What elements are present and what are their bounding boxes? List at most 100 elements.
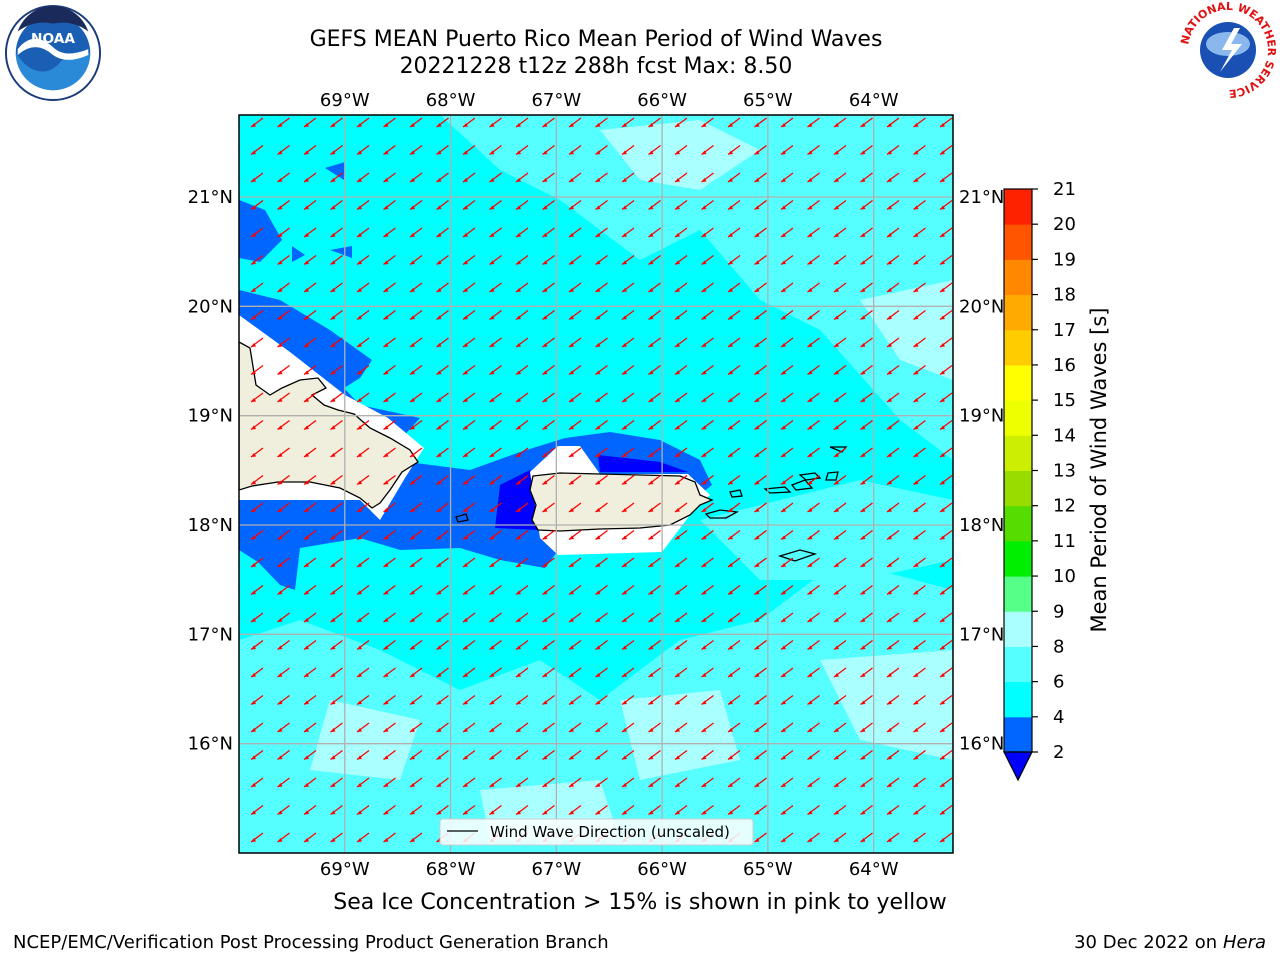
wave-direction-arrow: [303, 639, 317, 651]
wave-direction-arrow: [595, 117, 608, 128]
wave-direction-arrow: [436, 392, 449, 403]
wave-direction-arrow: [303, 667, 317, 678]
wave-direction-arrow: [277, 447, 290, 458]
wave-direction-arrow: [489, 309, 502, 321]
wave-direction-arrow: [303, 282, 317, 293]
wave-direction-arrow: [674, 392, 688, 403]
footer-date-text: 30 Dec 2022 on: [1074, 932, 1218, 953]
wave-direction-arrow: [833, 419, 847, 431]
wave-direction-arrow: [250, 639, 264, 651]
wave-direction-arrow: [489, 722, 502, 733]
wave-direction-arrow: [701, 117, 714, 128]
wave-direction-arrow: [383, 557, 396, 568]
wave-direction-arrow: [727, 227, 741, 238]
wave-direction-arrow: [860, 392, 873, 403]
wave-direction-arrow: [250, 474, 264, 486]
wave-direction-arrow: [939, 529, 953, 541]
wave-direction-arrow: [436, 199, 449, 211]
wave-direction-arrow: [648, 777, 661, 788]
wave-direction-arrow: [754, 364, 767, 376]
wave-direction-arrow: [409, 722, 423, 733]
wave-direction-arrow: [886, 529, 900, 541]
wave-direction-arrow: [568, 227, 582, 238]
lat-tick-label-left: 20°N: [188, 296, 233, 317]
wave-direction-arrow: [356, 172, 370, 183]
wave-direction-arrow: [886, 694, 900, 706]
wave-direction-arrow: [383, 144, 396, 156]
wave-direction-arrow: [754, 227, 767, 238]
wave-direction-arrow: [462, 502, 476, 513]
lon-tick-label-top: 64°W: [849, 90, 899, 111]
wave-direction-arrow: [860, 364, 873, 376]
wave-direction-arrow: [595, 502, 608, 513]
wave-direction-arrow: [436, 447, 449, 458]
wave-direction-arrow: [913, 749, 926, 761]
wave-direction-arrow: [250, 832, 264, 843]
wave-direction-arrow: [621, 639, 635, 651]
wave-direction-arrow: [754, 804, 767, 816]
wave-direction-arrow: [277, 667, 290, 678]
wave-direction-arrow: [277, 804, 290, 816]
wave-direction-arrow: [595, 199, 608, 211]
wave-direction-arrow: [648, 749, 661, 761]
wave-direction-arrow: [701, 364, 714, 376]
wave-direction-arrow: [754, 557, 767, 568]
wave-direction-arrow: [754, 199, 767, 211]
wave-direction-arrow: [833, 722, 847, 733]
wave-direction-arrow: [833, 172, 847, 183]
wave-direction-arrow: [330, 502, 343, 513]
wave-direction-arrow: [833, 392, 847, 403]
wave-direction-arrow: [833, 667, 847, 678]
wave-direction-arrow: [542, 172, 555, 183]
lon-tick-label-bottom: 69°W: [320, 859, 370, 880]
wave-direction-arrow: [250, 117, 264, 128]
wave-direction-arrow: [330, 337, 343, 348]
wave-direction-arrow: [621, 804, 635, 816]
wave-direction-arrow: [648, 694, 661, 706]
colorbar-tick-label: 13: [1053, 461, 1076, 482]
wave-direction-arrow: [754, 392, 767, 403]
wave-direction-arrow: [356, 117, 370, 128]
wave-direction-arrow: [462, 557, 476, 568]
wave-direction-arrow: [780, 227, 794, 238]
wave-direction-arrow: [462, 447, 476, 458]
wave-direction-arrow: [462, 117, 476, 128]
lon-tick-label-top: 69°W: [320, 90, 370, 111]
wave-direction-arrow: [780, 777, 794, 788]
wave-direction-arrow: [674, 584, 688, 596]
wave-direction-arrow: [568, 172, 582, 183]
wave-direction-arrow: [303, 144, 317, 156]
wave-direction-arrow: [886, 309, 900, 321]
wave-direction-arrow: [277, 282, 290, 293]
wave-direction-arrow: [860, 144, 873, 156]
wave-direction-arrow: [939, 199, 953, 211]
wave-direction-arrow: [860, 419, 873, 431]
wave-direction-arrow: [356, 282, 370, 293]
wave-direction-arrow: [595, 749, 608, 761]
wave-direction-arrow: [568, 502, 582, 513]
wave-direction-arrow: [383, 447, 396, 458]
wave-direction-arrow: [701, 804, 714, 816]
wave-direction-arrow: [754, 172, 767, 183]
colorbar-segment: [1004, 329, 1032, 366]
colorbar-tick-label: 18: [1053, 285, 1076, 306]
wave-direction-arrow: [250, 309, 264, 321]
wave-direction-arrow: [542, 749, 555, 761]
wave-direction-arrow: [409, 777, 423, 788]
wave-direction-arrow: [515, 474, 529, 486]
wave-direction-arrow: [515, 144, 529, 156]
wave-direction-arrow: [621, 612, 635, 623]
colorbar-tick-label: 6: [1053, 672, 1064, 693]
wave-direction-arrow: [621, 667, 635, 678]
wave-direction-arrow: [939, 502, 953, 513]
wave-direction-arrow: [807, 199, 820, 211]
wave-direction-arrow: [860, 722, 873, 733]
wave-direction-arrow: [727, 282, 741, 293]
wave-direction-arrow: [807, 337, 820, 348]
wave-direction-arrow: [568, 337, 582, 348]
wave-direction-arrow: [701, 474, 714, 486]
wave-direction-arrow: [913, 584, 926, 596]
wave-direction-arrow: [913, 529, 926, 541]
wave-direction-arrow: [621, 584, 635, 596]
wave-direction-arrow: [701, 694, 714, 706]
